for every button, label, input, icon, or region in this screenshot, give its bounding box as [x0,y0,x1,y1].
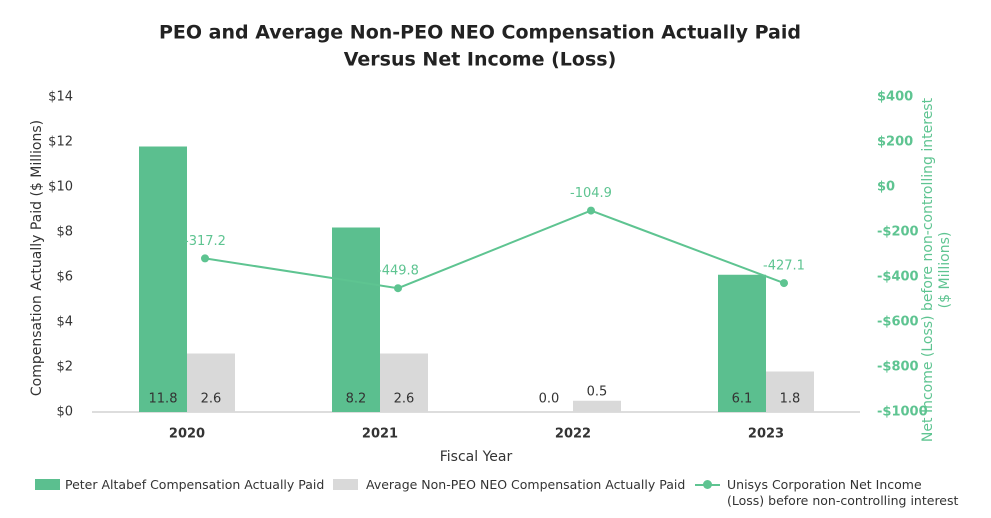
data-label: 2.6 [201,392,222,407]
y-tick-label: $14 [48,90,73,105]
y-tick-label: $2 [56,360,73,375]
x-tick-label: 2023 [748,427,784,442]
y2-tick-label: $400 [877,90,913,105]
legend-marker [703,480,712,489]
y-tick-label: $0 [56,405,73,420]
x-tick-label: 2022 [555,427,591,442]
x-tick-label: 2021 [362,427,398,442]
legend-swatch [35,479,60,490]
data-label: 8.2 [346,392,367,407]
data-label: 0.0 [539,392,560,407]
line-point [394,284,402,293]
legend-label: Unisys Corporation Net Income (Loss) bef… [727,477,959,508]
bar [139,146,187,412]
y2-tick-label: -$1000 [877,405,928,420]
data-label: 6.1 [732,392,753,407]
y2-tick-label: -$800 [877,360,919,375]
data-label: 1.8 [780,392,801,407]
line [204,209,785,290]
y-tick-label: $10 [48,180,73,195]
x-tick-label: 2020 [169,427,205,442]
y-tick-label: $8 [56,225,73,240]
line-point [587,206,595,215]
y-axis-label: Compensation Actually Paid ($ Millions) [29,120,45,396]
chart-title: PEO and Average Non-PEO NEO Compensation… [159,22,801,44]
data-label: 2.6 [394,392,415,407]
x-axis-label: Fiscal Year [440,449,513,465]
data-label: -449.8 [377,264,419,279]
line-point [201,254,209,263]
chart-title: Versus Net Income (Loss) [344,49,617,71]
bar [332,227,380,412]
y2-axis-label: ($ Millions) [937,232,953,309]
legend-label: Peter Altabef Compensation Actually Paid [65,477,325,492]
legend-swatch [695,480,720,489]
y-tick-label: $12 [48,135,73,150]
y2-tick-label: $200 [877,135,913,150]
data-label: -317.2 [184,234,226,249]
y2-tick-label: -$200 [877,225,919,240]
bar [718,274,766,412]
bar [380,353,428,412]
bar [573,400,621,412]
y2-tick-label: $0 [877,180,895,195]
y-tick-label: $4 [56,315,73,330]
data-label: 0.5 [587,384,608,399]
line-point [780,279,788,288]
bar [766,371,814,412]
y-tick-label: $6 [56,270,73,285]
legend-label: Average Non-PEO NEO Compensation Actuall… [366,477,686,492]
data-label: -427.1 [763,259,805,274]
y2-axis-label: Net Income (Loss) before non-controlling… [920,97,936,442]
y2-tick-label: -$400 [877,270,919,285]
data-label: 11.8 [149,392,178,407]
bar [187,353,235,412]
y2-tick-label: -$600 [877,315,919,330]
legend-swatch [333,479,358,490]
data-label: -104.9 [570,186,612,201]
